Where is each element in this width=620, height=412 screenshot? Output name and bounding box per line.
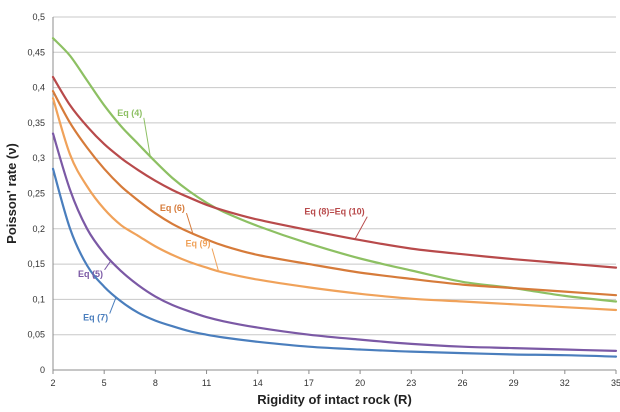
y-tick-label: 0 [40, 365, 45, 375]
series-leader-eq-9 [211, 248, 219, 272]
x-tick-label: 32 [560, 378, 570, 388]
x-tick-label: 20 [355, 378, 365, 388]
series-leader-eq-7 [109, 296, 117, 314]
x-tick-label: 8 [153, 378, 158, 388]
series-line-eq-4 [51, 37, 618, 303]
series-label-eq-4: Eq (4) [117, 108, 142, 118]
series-label-eq-5: Eq (5) [78, 269, 103, 279]
x-tick-label: 29 [509, 378, 519, 388]
x-tick-label: 17 [304, 378, 314, 388]
series-lines [51, 37, 618, 358]
series-line-eq-6 [51, 90, 618, 297]
series-line-eq-7 [51, 167, 618, 358]
x-tick-label: 5 [102, 378, 107, 388]
y-tick-label: 0,05 [27, 330, 45, 340]
y-tick-label: 0,3 [32, 153, 45, 163]
gridlines [53, 16, 616, 336]
y-tick-label: 0,25 [27, 189, 45, 199]
y-tick-label: 0,5 [32, 12, 45, 22]
series-leader-eq-8-eq-10 [354, 216, 368, 240]
x-tick-label: 2 [50, 378, 55, 388]
y-tick-label: 0,4 [32, 83, 45, 93]
y-axis-title: Poisson' rate (ν) [4, 143, 19, 244]
x-tick-label: 35 [611, 378, 620, 388]
y-tick-label: 0,45 [27, 47, 45, 57]
series-label-eq-8-eq-10: Eq (8)=Eq (10) [304, 207, 364, 217]
series-line-eq-9 [51, 97, 618, 312]
series-line-eq-8-eq-10 [51, 75, 618, 269]
series-label-eq-7: Eq (7) [83, 313, 108, 323]
y-tick-label: 0,1 [32, 294, 45, 304]
series-label-eq-9: Eq (9) [186, 238, 211, 248]
x-tick-label: 14 [253, 378, 263, 388]
x-tick-label: 26 [457, 378, 467, 388]
series-line-eq-5 [51, 132, 618, 352]
series-label-eq-6: Eq (6) [160, 203, 185, 213]
series-labels: Eq (4) Eq (8)=Eq (10) Eq (6) Eq (9) Eq (5) Eq… [78, 108, 368, 323]
x-tick-label: 23 [406, 378, 416, 388]
axes [52, 17, 617, 374]
x-axis-title: Rigidity of intact rock (R) [257, 392, 412, 407]
tick-labels: 0 0,05 0,1 0,15 0,2 0,25 0,3 0,35 0,4 0,45 0,5 2 5 8 1… [27, 12, 620, 388]
y-tick-label: 0,35 [27, 118, 45, 128]
y-tick-label: 0,2 [32, 224, 45, 234]
series-leader-eq-6 [185, 213, 194, 234]
series-leader-eq-5 [104, 260, 112, 271]
x-tick-label: 11 [202, 378, 211, 388]
series-leader-eq-4 [143, 117, 151, 157]
y-tick-label: 0,15 [27, 259, 45, 269]
